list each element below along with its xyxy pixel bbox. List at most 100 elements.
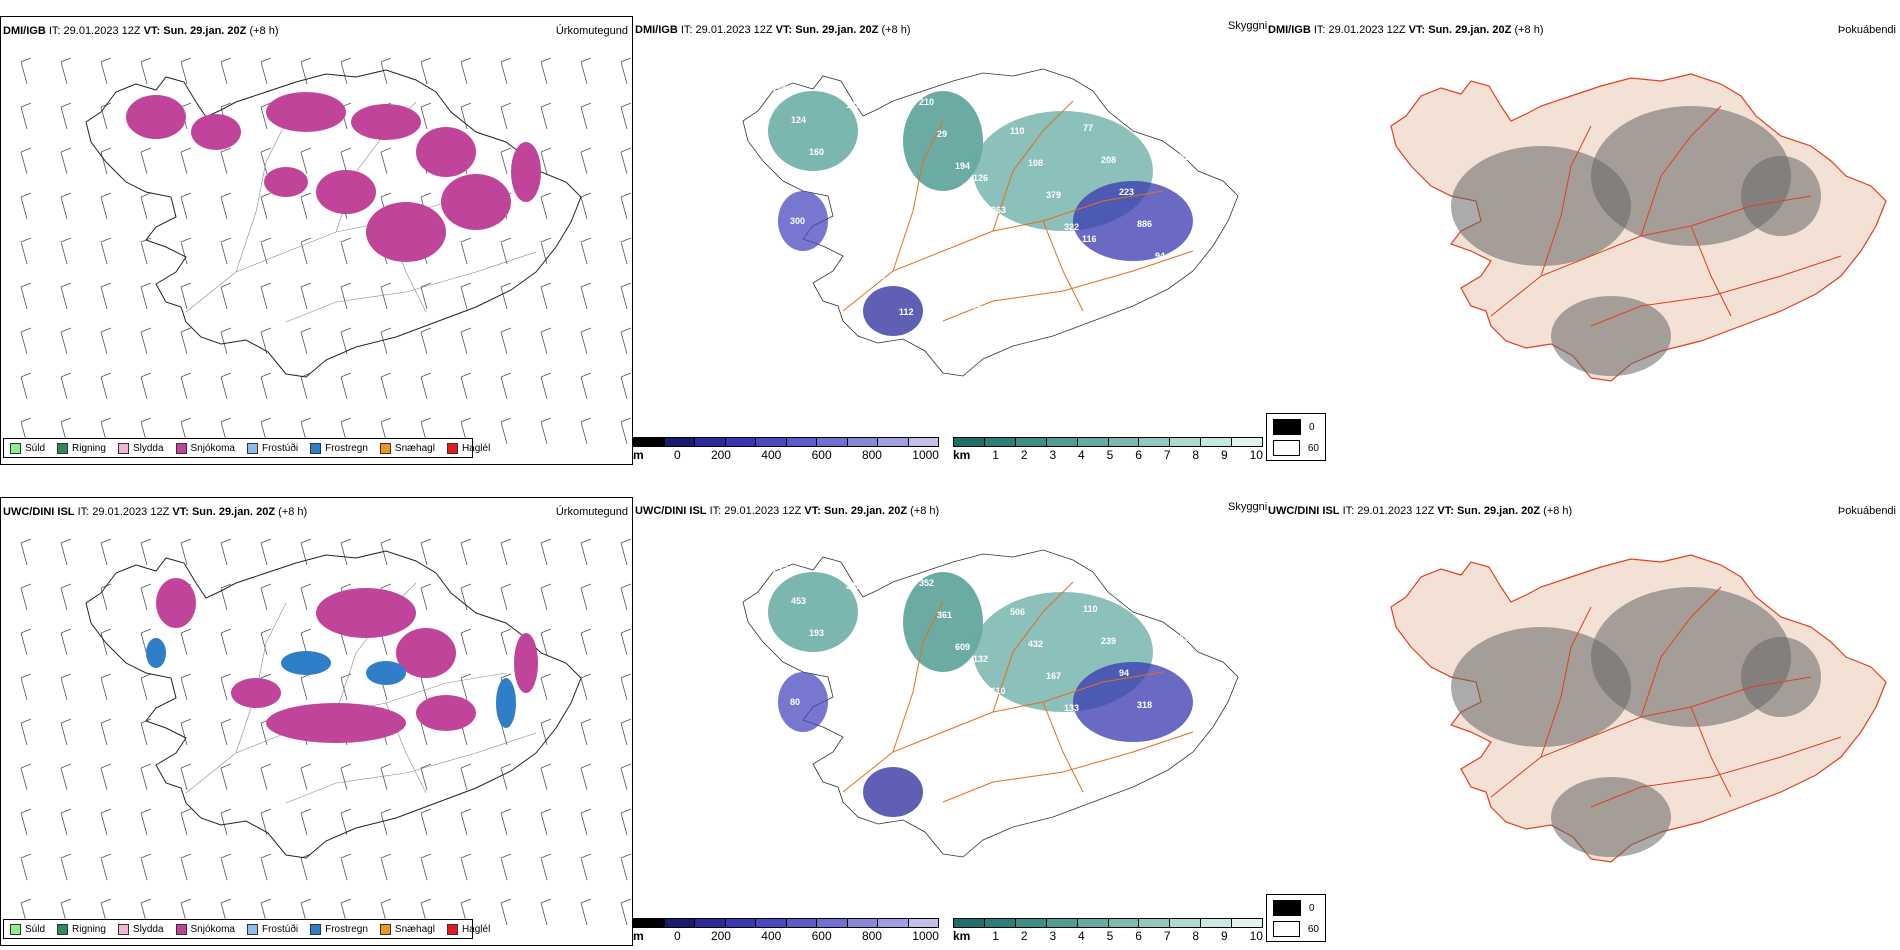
- colorbar-unit: km: [953, 929, 971, 943]
- colorbar-tick: 0: [673, 929, 681, 943]
- colorbar-tick: 6: [1135, 448, 1142, 462]
- freezing-rain-area: [146, 638, 166, 668]
- colorbar-cell: [664, 919, 695, 927]
- it-label: IT:: [680, 24, 693, 36]
- height-value-label: 124: [791, 115, 806, 125]
- visibility-area: [863, 286, 923, 336]
- colorbar-tick: 1000: [912, 448, 939, 462]
- snow-area: [231, 678, 281, 708]
- fog-legend-item: 60: [1273, 440, 1319, 456]
- height-value-label: 406: [992, 94, 1007, 104]
- colorbar-tick: 6: [1135, 929, 1142, 943]
- colorbar-cell: [908, 438, 938, 446]
- height-colorbar: m 0 200 400 600 800 1000: [633, 918, 939, 943]
- legend-label: Rigning: [72, 442, 106, 454]
- height-value-label: 106: [972, 304, 987, 314]
- panel-visibility-dmi: DMI/IGB IT: 29.01.2023 12Z VT: Sun. 29.j…: [633, 16, 1333, 465]
- legend-swatch: [1273, 900, 1301, 916]
- colorbar-cell: [1201, 438, 1233, 446]
- colorbar-cell: [634, 919, 665, 927]
- colorbar-cell: [817, 919, 848, 927]
- colorbar-tick: 400: [761, 448, 782, 462]
- height-value-label: 110: [1010, 126, 1025, 136]
- height-value-label: 86: [1009, 718, 1019, 728]
- legend-label: Frostregn: [325, 442, 368, 454]
- snow-area: [416, 695, 476, 731]
- colorbar-tick: 3: [1049, 929, 1057, 943]
- panel-header: DMI/IGB IT: 29.01.2023 12Z VT: Sun. 29.j…: [635, 24, 910, 36]
- snow-area: [156, 578, 196, 628]
- legend-swatch: [57, 923, 69, 935]
- height-value-label: 609: [955, 642, 970, 652]
- colorbar-cell: [1139, 919, 1171, 927]
- colorbar-cell: [847, 919, 878, 927]
- precip-legend-item: Frostregn: [310, 442, 368, 454]
- height-value-label: 133: [1064, 703, 1079, 713]
- wind-barbs: [20, 57, 632, 445]
- precip-map: [20, 538, 632, 926]
- legend-swatch: [10, 923, 21, 935]
- legend-label: Haglél: [461, 923, 491, 935]
- height-value-label: 506: [1010, 607, 1025, 617]
- precip-legend-item: Snæhagl: [379, 923, 435, 935]
- height-value-label: 127: [900, 176, 915, 186]
- height-value-label: 99: [1065, 91, 1075, 101]
- init-time: 29.01.2023 12Z: [63, 25, 141, 37]
- colorbar-cell: [1108, 438, 1140, 446]
- fog-area: [1551, 777, 1671, 857]
- colorbar-tick: 8: [1192, 929, 1200, 943]
- height-value-label: 236: [1192, 184, 1207, 194]
- height-value-label: 223: [1119, 187, 1134, 197]
- precip-legend-item: Haglél: [446, 923, 491, 935]
- visibility-area: [1073, 662, 1193, 742]
- colorbar-tick: 2: [1020, 448, 1028, 462]
- legend-swatch: [10, 442, 21, 454]
- snow-area: [266, 703, 406, 743]
- init-time: 29.01.2023 12Z: [1357, 505, 1435, 517]
- colorbar-cell: [1232, 919, 1263, 927]
- precip-legend-item: Slydda: [117, 442, 164, 454]
- colorbar-cell: [1015, 438, 1047, 446]
- height-value-label: 208: [1101, 155, 1116, 165]
- legend-label: Snjókoma: [190, 442, 235, 454]
- height-value-label: 162: [1173, 263, 1188, 273]
- height-value-label: 453: [791, 596, 806, 606]
- fog-area: [1591, 587, 1791, 727]
- height-value-label: 205: [773, 83, 788, 93]
- height-value-label: 361: [937, 610, 952, 620]
- colorbar-unit: m: [633, 448, 644, 462]
- fog-legend: 0 60: [1266, 413, 1326, 461]
- model-name: DMI/IGB: [1268, 24, 1311, 36]
- model-name: UWC/DINI ISL: [3, 506, 75, 518]
- precip-legend-item: Haglél: [446, 442, 491, 454]
- fog-map: [1390, 554, 1887, 863]
- panel-precip-type-dmi: DMI/IGB IT: 29.01.2023 12Z VT: Sun. 29.j…: [0, 16, 633, 465]
- height-value-label: 83: [918, 208, 928, 218]
- legend-swatch: [1273, 419, 1301, 435]
- height-value-label: 124: [882, 144, 897, 154]
- height-value-label: 193: [809, 628, 824, 638]
- height-value-label: 167: [1046, 671, 1061, 681]
- height-value-label: 160: [809, 147, 824, 157]
- legend-label: Haglél: [461, 442, 491, 454]
- height-value-label: 172: [827, 660, 842, 670]
- snow-area: [396, 628, 456, 678]
- it-label: IT:: [1313, 24, 1326, 36]
- height-value-label: 133: [846, 100, 861, 110]
- precip-legend-item: Rigning: [57, 923, 106, 935]
- legend-label: 0: [1309, 902, 1315, 914]
- init-time: 29.01.2023 12Z: [92, 506, 170, 518]
- height-value-label: 104: [1045, 301, 1060, 311]
- lead-time: (+8 h): [278, 506, 308, 518]
- colorbar-tick: 1: [992, 448, 999, 462]
- legend-label: Snjókoma: [190, 923, 235, 935]
- valid-time: Sun. 29.jan. 20Z: [795, 24, 879, 36]
- legend-swatch: [310, 923, 322, 935]
- colorbar-cell: [695, 438, 726, 446]
- height-value-label: 215: [900, 657, 915, 667]
- precip-legend-item: Snæhagl: [379, 442, 435, 454]
- precip-legend-item: Frostúði: [246, 923, 298, 935]
- valid-time: Sun. 29.jan. 20Z: [1428, 24, 1512, 36]
- snow-area: [266, 92, 346, 132]
- visibility-map: 205 133 210 406 99 312 124 85 29 110 77 749 160 124 19…: [742, 68, 1239, 377]
